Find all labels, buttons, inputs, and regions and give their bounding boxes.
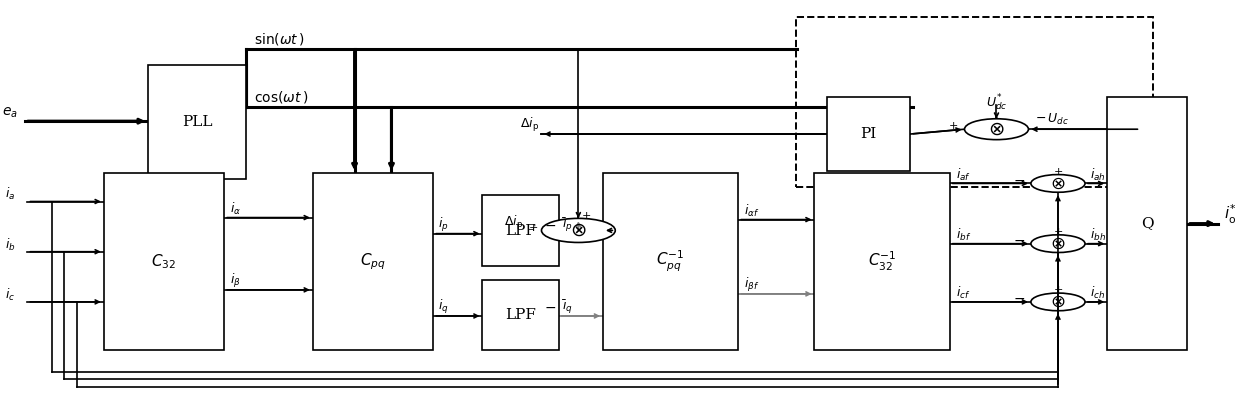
- Text: $C_{pq}$: $C_{pq}$: [361, 251, 385, 272]
- Text: PI: PI: [860, 127, 877, 141]
- Text: $\otimes$: $\otimes$: [570, 221, 586, 240]
- Text: $C_{32}$: $C_{32}$: [151, 252, 176, 271]
- Text: $+$: $+$: [948, 120, 958, 131]
- Bar: [1108, 97, 1187, 350]
- Text: $\bar{\imath}_q$: $\bar{\imath}_q$: [563, 298, 574, 316]
- Text: $-$: $-$: [1012, 291, 1025, 305]
- Text: $\otimes$: $\otimes$: [1051, 174, 1066, 192]
- Text: $i_q$: $i_q$: [439, 298, 449, 316]
- Circle shape: [541, 218, 616, 243]
- Bar: [826, 97, 911, 171]
- Text: $i_{af}$: $i_{af}$: [957, 166, 971, 183]
- Text: $i_p$: $i_p$: [439, 216, 449, 234]
- Bar: [104, 173, 224, 350]
- Text: $i_{\mathrm{o}}^{*}$: $i_{\mathrm{o}}^{*}$: [1224, 203, 1237, 226]
- Text: $i_{bh}$: $i_{bh}$: [1090, 227, 1106, 243]
- Bar: [814, 173, 950, 350]
- Text: Q: Q: [1141, 216, 1154, 231]
- Text: $i_\beta$: $i_\beta$: [230, 272, 242, 290]
- Bar: [147, 65, 247, 179]
- Text: $i_{ch}$: $i_{ch}$: [1090, 285, 1105, 301]
- Text: $-$: $-$: [1012, 233, 1025, 247]
- Text: $\Delta i_{\mathrm{p}}$: $\Delta i_{\mathrm{p}}$: [504, 214, 523, 232]
- Circle shape: [1031, 174, 1085, 192]
- Text: $\otimes$: $\otimes$: [1051, 293, 1066, 311]
- Text: LPF: LPF: [506, 308, 536, 322]
- Text: $i_c$: $i_c$: [5, 287, 15, 303]
- Text: LPF: LPF: [506, 224, 536, 238]
- Text: $-$: $-$: [1012, 172, 1025, 187]
- Text: $+$: $+$: [528, 222, 538, 233]
- Circle shape: [1031, 293, 1085, 311]
- Bar: [312, 173, 434, 350]
- Text: $e_a$: $e_a$: [2, 106, 19, 120]
- Text: PLL: PLL: [182, 115, 212, 129]
- Text: $-$: $-$: [544, 218, 556, 232]
- Text: $\otimes$: $\otimes$: [989, 120, 1005, 139]
- Bar: [795, 17, 1152, 187]
- Text: $+$: $+$: [1053, 285, 1063, 295]
- Text: $\cos(\omega t\,)$: $\cos(\omega t\,)$: [254, 89, 309, 105]
- Bar: [482, 280, 559, 350]
- Text: $i_{cf}$: $i_{cf}$: [957, 285, 970, 301]
- Text: $i_\alpha$: $i_\alpha$: [230, 201, 242, 217]
- Bar: [603, 173, 738, 350]
- Text: $i_b$: $i_b$: [5, 237, 16, 253]
- Text: $+$: $+$: [1053, 226, 1063, 237]
- Circle shape: [1031, 235, 1085, 253]
- Text: $\Delta i_{\mathrm{p}}$: $\Delta i_{\mathrm{p}}$: [520, 116, 539, 134]
- Text: $i_{bf}$: $i_{bf}$: [957, 227, 971, 243]
- Text: $-\,U_{dc}$: $-\,U_{dc}$: [1035, 112, 1068, 127]
- Text: $i_{\alpha f}$: $i_{\alpha f}$: [745, 203, 760, 219]
- Text: $C_{32}^{-1}$: $C_{32}^{-1}$: [867, 250, 896, 273]
- Text: $\sin(\omega t\,)$: $\sin(\omega t\,)$: [254, 31, 305, 47]
- Text: $\bar{\imath}_p$: $\bar{\imath}_p$: [563, 216, 574, 234]
- Text: $i_a$: $i_a$: [5, 186, 15, 202]
- Circle shape: [964, 119, 1028, 140]
- Text: $i_{ah}$: $i_{ah}$: [1090, 166, 1105, 183]
- Bar: [482, 195, 559, 266]
- Text: $i_{\beta f}$: $i_{\beta f}$: [745, 276, 760, 294]
- Text: $C_{pq}^{-1}$: $C_{pq}^{-1}$: [657, 249, 685, 274]
- Text: $+$: $+$: [581, 210, 591, 221]
- Text: $+$: $+$: [1053, 166, 1063, 177]
- Text: $\otimes$: $\otimes$: [1051, 235, 1066, 253]
- Text: $U_{dc}^{*}$: $U_{dc}^{*}$: [986, 93, 1007, 113]
- Text: $-$: $-$: [544, 300, 556, 314]
